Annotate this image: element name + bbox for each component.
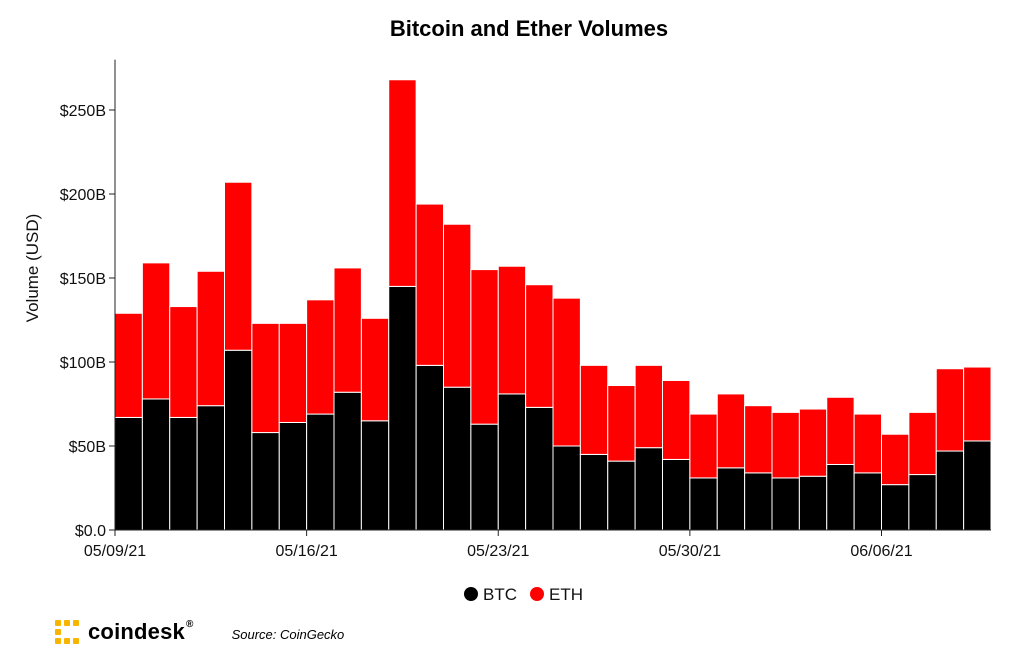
bar-eth-2021-05-15 [278, 322, 308, 423]
bar-eth-2021-05-30 [689, 413, 718, 479]
bar-btc-2021-05-30 [689, 477, 718, 531]
bar-eth-2021-05-31 [716, 393, 746, 469]
bar-eth-2021-06-02 [771, 411, 800, 479]
bar-btc-2021-05-31 [716, 467, 746, 531]
x-tick-label: 06/06/21 [850, 543, 912, 560]
bar-eth-2021-05-25 [552, 297, 581, 447]
bars-layer [114, 79, 992, 531]
bar-btc-2021-05-24 [525, 406, 554, 531]
y-axis-title: Volume (USD) [23, 214, 42, 323]
x-tick-label: 05/23/21 [467, 543, 529, 560]
y-tick-label: $50B [69, 439, 106, 456]
bar-btc-2021-05-20 [415, 364, 445, 531]
legend-btc-marker [464, 587, 478, 601]
bar-btc-2021-05-23 [497, 393, 527, 531]
bar-eth-2021-05-19 [388, 79, 417, 287]
axes-layer: $0.0 $50B $100B $150B $200B $250B 05/09/21 05/1… [60, 59, 991, 560]
y-tick-label: $200B [60, 187, 106, 204]
bar-eth-2021-05-23 [497, 265, 527, 395]
bar-eth-2021-05-11 [169, 306, 198, 418]
bar-eth-2021-05-21 [443, 223, 472, 388]
bar-eth-2021-06-09 [963, 366, 992, 442]
bar-btc-2021-05-12 [196, 405, 226, 531]
bar-btc-2021-06-07 [908, 474, 937, 531]
bar-btc-2021-05-25 [552, 445, 581, 531]
bar-btc-2021-05-17 [333, 391, 362, 531]
bar-eth-2021-05-27 [607, 385, 636, 462]
brand-name: coindesk® [88, 619, 194, 644]
bar-eth-2021-05-10 [141, 262, 171, 400]
y-tick-label: $150B [60, 271, 106, 288]
bar-btc-2021-05-11 [169, 416, 198, 531]
bar-btc-2021-06-02 [771, 477, 800, 531]
bar-btc-2021-06-08 [935, 450, 965, 531]
bar-btc-2021-05-13 [224, 349, 253, 531]
bar-eth-2021-05-12 [196, 270, 226, 407]
bar-btc-2021-05-29 [662, 458, 691, 531]
bar-btc-2021-05-14 [251, 432, 280, 531]
x-tick-label: 05/16/21 [275, 543, 337, 560]
chart-plot: $0.0 $50B $100B $150B $200B $250B 05/09/21 05/1… [23, 59, 992, 604]
bar-eth-2021-05-28 [634, 364, 664, 449]
chart-title: Bitcoin and Ether Volumes [389, 16, 669, 41]
bar-eth-2021-05-29 [662, 379, 691, 460]
bar-eth-2021-06-06 [881, 433, 910, 486]
bar-btc-2021-05-28 [634, 447, 664, 531]
bar-eth-2021-06-05 [853, 413, 883, 474]
bar-eth-2021-06-01 [744, 405, 773, 474]
bar-eth-2021-05-20 [415, 203, 445, 366]
bar-eth-2021-06-04 [826, 396, 855, 465]
bar-eth-2021-05-24 [525, 284, 554, 408]
bar-eth-2021-05-13 [224, 181, 253, 351]
y-tick-label: $100B [60, 355, 106, 372]
bar-btc-2021-05-10 [141, 398, 171, 531]
bar-btc-2021-06-09 [963, 440, 992, 531]
y-tick-label: $250B [60, 103, 106, 120]
legend-btc-label: BTC [483, 585, 517, 604]
bar-eth-2021-05-26 [579, 364, 609, 455]
bar-btc-2021-06-06 [881, 484, 910, 531]
bar-btc-2021-06-01 [744, 472, 773, 531]
legend: BTC ETH [464, 585, 583, 604]
bar-eth-2021-05-18 [360, 317, 390, 422]
bar-btc-2021-05-16 [306, 413, 335, 531]
bar-btc-2021-05-19 [388, 285, 417, 531]
bar-eth-2021-05-09 [114, 312, 143, 418]
source-note: Source: CoinGecko [231, 626, 345, 642]
bar-btc-2021-05-09 [114, 416, 143, 531]
y-tick-label: $0.0 [75, 523, 106, 540]
footer: coindesk® Source: CoinGecko [54, 616, 344, 648]
bar-eth-2021-05-22 [470, 269, 499, 425]
bar-btc-2021-06-05 [853, 472, 883, 531]
bar-eth-2021-06-08 [935, 368, 965, 452]
legend-eth-marker [530, 587, 544, 601]
bar-btc-2021-05-18 [360, 420, 390, 531]
bar-btc-2021-05-15 [278, 421, 308, 531]
bar-btc-2021-05-26 [579, 453, 609, 531]
bar-eth-2021-06-07 [908, 411, 937, 476]
bar-eth-2021-05-17 [333, 267, 362, 393]
bar-eth-2021-05-14 [251, 322, 280, 434]
bar-btc-2021-06-04 [826, 463, 855, 531]
coindesk-logo-icon [55, 620, 79, 644]
legend-eth-label: ETH [549, 585, 583, 604]
x-tick-label: 05/09/21 [84, 543, 146, 560]
bar-btc-2021-05-21 [443, 386, 472, 531]
bar-btc-2021-05-22 [470, 423, 499, 531]
bar-btc-2021-06-03 [798, 475, 828, 531]
bar-eth-2021-05-16 [306, 299, 335, 415]
bar-btc-2021-05-27 [607, 460, 636, 531]
x-tick-label: 05/30/21 [659, 543, 721, 560]
bar-eth-2021-06-03 [798, 408, 828, 477]
